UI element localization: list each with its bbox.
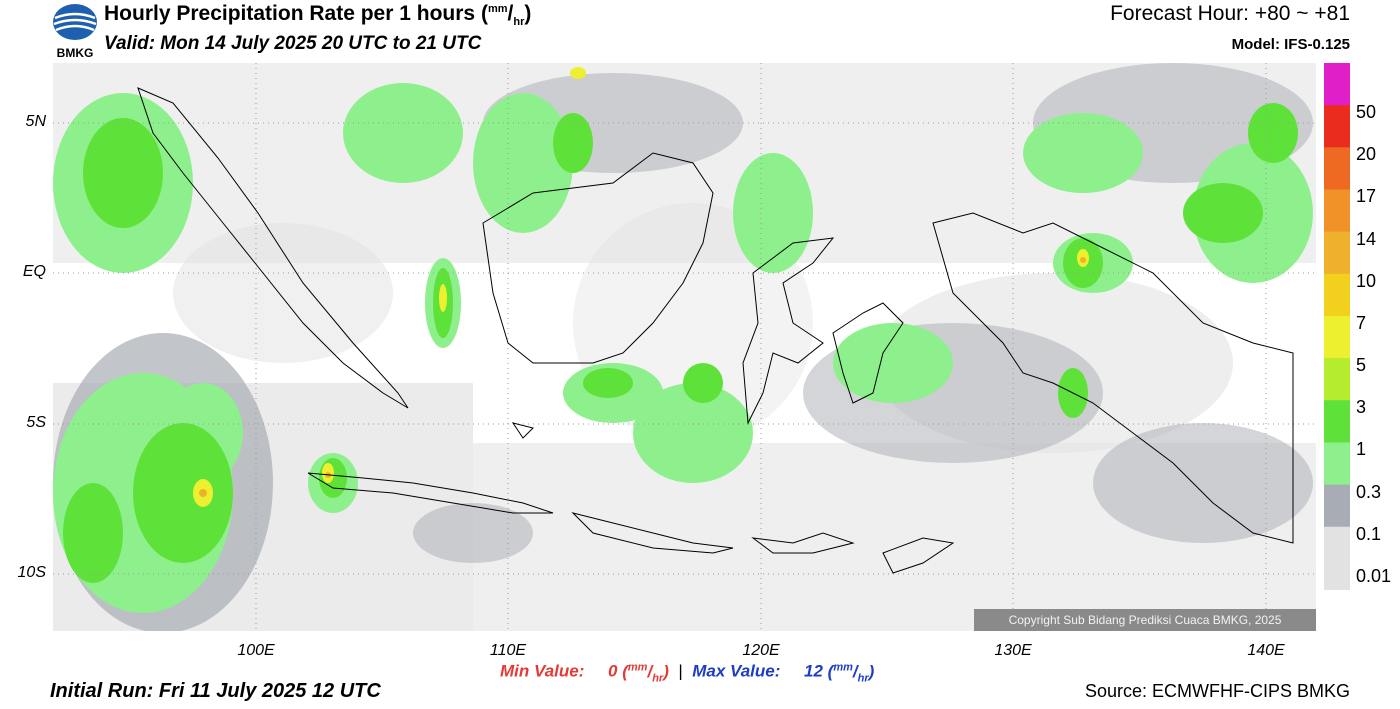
colorbar-tick-label: 50: [1356, 102, 1377, 123]
colorbar-swatch: [1324, 273, 1350, 317]
separator: |: [673, 661, 688, 681]
colorbar-tick-label: 3: [1356, 397, 1367, 418]
colorbar-swatches: [1324, 63, 1350, 590]
max-label: Max Value:: [692, 661, 781, 681]
forecast-hour: Forecast Hour: +80 ~ +81: [1110, 2, 1350, 25]
colorbar-swatch: [1324, 484, 1350, 528]
min-unit: (mm/hr): [622, 661, 669, 685]
lon-label-120e: 120E: [742, 642, 780, 659]
title-text: Hourly Precipitation Rate per 1 hours: [104, 2, 476, 25]
colorbar-tick-label: 5: [1356, 355, 1367, 376]
precipitation-map: [53, 63, 1316, 633]
colorbar-tick-label: 20: [1356, 144, 1377, 165]
lat-label-10s: 10S: [17, 564, 46, 581]
colorbar-swatch: [1324, 231, 1350, 275]
lat-label-5s: 5S: [26, 414, 46, 431]
lon-label-100e: 100E: [237, 642, 275, 659]
colorbar-swatch: [1324, 189, 1350, 233]
colorbar-tick-label: 17: [1356, 186, 1377, 207]
colorbar-swatch: [1324, 63, 1350, 106]
colorbar-tick-label: 0.1: [1356, 523, 1382, 544]
colorbar-tick-label: 1: [1356, 439, 1367, 460]
colorbar-tick-label: 14: [1356, 228, 1377, 249]
colorbar-swatch: [1324, 400, 1350, 443]
lat-label-5n: 5N: [25, 113, 46, 130]
colorbar-swatch: [1324, 526, 1350, 590]
colorbar: [1324, 63, 1350, 590]
max-unit: (mm/hr): [827, 661, 875, 685]
title-unit: (mm/hr): [480, 2, 532, 29]
coastlines: [137, 87, 1294, 574]
max-value: 12: [804, 661, 823, 681]
colorbar-swatch: [1324, 442, 1350, 486]
svg-text:BMKG: BMKG: [57, 46, 94, 60]
copyright-notice: Copyright Sub Bidang Prediksi Cuaca BMKG…: [974, 609, 1316, 631]
lon-label-140e: 140E: [1247, 642, 1285, 659]
data-source: Source: ECMWFHF-CIPS BMKG: [1084, 681, 1350, 701]
colorbar-swatch: [1324, 358, 1350, 401]
colorbar-tick-label: 0.01: [1356, 565, 1392, 586]
colorbar-swatch: [1324, 105, 1350, 148]
lon-label-110e: 110E: [489, 642, 527, 659]
model-name: Model: IFS-0.125: [1231, 36, 1350, 53]
rain-1-layer: [63, 103, 1298, 583]
colorbar-tick-label: 0.3: [1356, 481, 1382, 502]
valid-time: Valid: Mon 14 July 2025 20 UTC to 21 UTC: [104, 33, 482, 54]
colorbar-tick-label: 7: [1356, 312, 1367, 333]
colorbar-swatch: [1324, 147, 1350, 190]
bmkg-logo: BMKG: [50, 2, 100, 60]
lon-label-130e: 130E: [994, 642, 1032, 659]
min-value: 0: [608, 661, 618, 681]
min-label: Min Value:: [500, 661, 585, 681]
initial-run: Initial Run: Fri 11 July 2025 12 UTC: [50, 680, 381, 702]
min-max-values: Min Value: 0 (mm/hr) | Max Value: 12 (mm…: [500, 661, 874, 684]
lat-label-eq: EQ: [22, 263, 46, 280]
colorbar-tick-label: 10: [1356, 270, 1377, 291]
map-title: Hourly Precipitation Rate per 1 hours (m…: [104, 2, 531, 28]
colorbar-swatch: [1324, 315, 1350, 359]
map-canvas: [53, 63, 1316, 633]
